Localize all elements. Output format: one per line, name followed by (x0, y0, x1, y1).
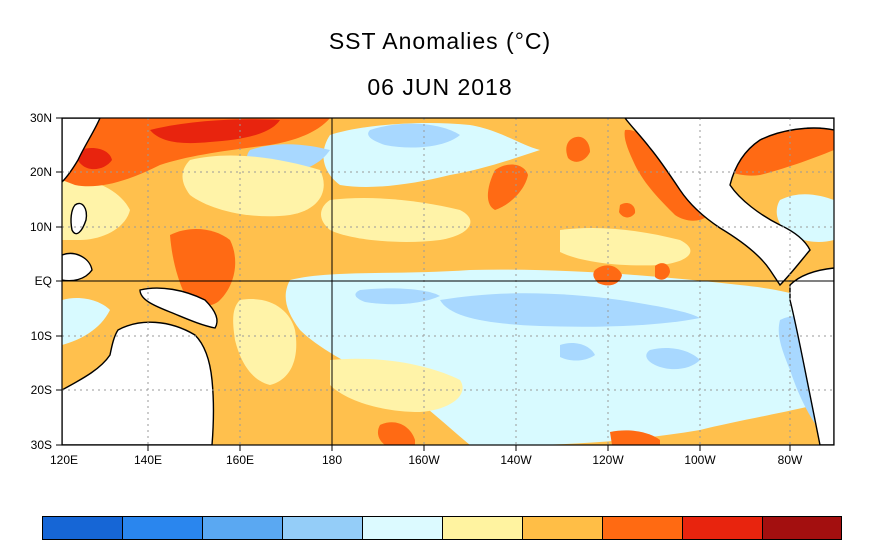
weak-warm-anomalies (62, 155, 691, 412)
lon-tick-label: 120W (592, 453, 624, 467)
lon-tick-label: 160W (408, 453, 440, 467)
lon-tick-label: 180 (322, 453, 342, 467)
colorbar-swatch (362, 516, 442, 540)
lat-tick-label: 30N (30, 111, 52, 125)
colorbar-swatch (682, 516, 762, 540)
lon-tick-label: 140W (500, 453, 532, 467)
strong-warm-anomalies (77, 119, 280, 170)
lon-tick-label: 80W (778, 453, 803, 467)
lon-tick-label: 120E (50, 453, 78, 467)
colorbar-swatch (522, 516, 602, 540)
colorbar-swatch (762, 516, 842, 540)
map-title: SST Anomalies (°C) (328, 28, 552, 54)
colorbar-swatch (42, 516, 122, 540)
lon-tick-label: 160E (226, 453, 254, 467)
lon-tick-label: 140E (134, 453, 162, 467)
map-date: 06 JUN 2018 (367, 74, 513, 100)
lon-axis: 120E 140E 160E 180 160W 140W 120W 100W 8… (50, 445, 803, 467)
lon-tick-label: 100W (684, 453, 716, 467)
colorbar-swatch (442, 516, 522, 540)
color-legend-bar (42, 516, 842, 540)
lat-tick-label: 30S (31, 438, 52, 452)
lat-tick-label: 20S (31, 383, 52, 397)
lat-tick-label: 10S (31, 329, 52, 343)
colorbar-swatch (602, 516, 682, 540)
lat-axis: 30N 20N 10N EQ 10S 20S 30S (30, 111, 62, 452)
lat-tick-label: EQ (35, 274, 52, 288)
land-masses (62, 118, 834, 445)
colorbar-swatch (122, 516, 202, 540)
lat-tick-label: 20N (30, 165, 52, 179)
lat-tick-label: 10N (30, 220, 52, 234)
colorbar-swatch (282, 516, 362, 540)
colorbar-swatch (202, 516, 282, 540)
